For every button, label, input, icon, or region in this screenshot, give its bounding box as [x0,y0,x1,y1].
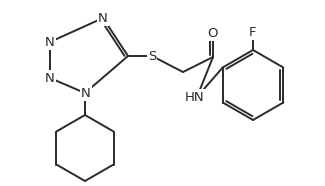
Text: O: O [208,26,218,39]
Text: F: F [249,25,257,39]
Text: N: N [45,71,55,84]
Text: N: N [98,12,108,25]
Text: N: N [45,36,55,49]
Text: N: N [81,86,91,100]
Text: S: S [148,49,156,62]
Text: HN: HN [185,91,205,103]
